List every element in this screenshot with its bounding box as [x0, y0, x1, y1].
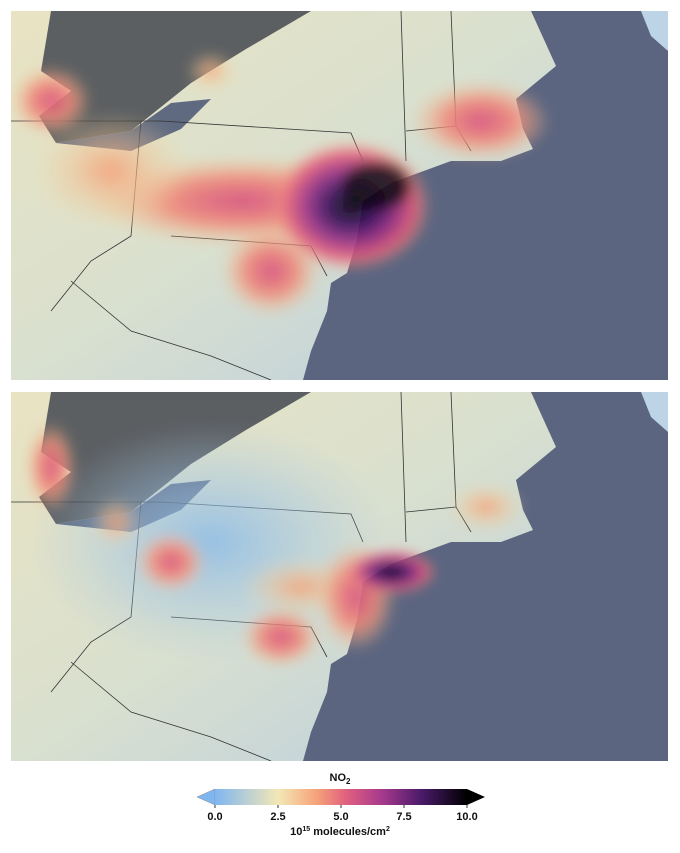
tick-label: 0.0	[207, 811, 222, 823]
unit-base: 10	[290, 826, 302, 838]
tick-label: 10.0	[456, 811, 477, 823]
map-after	[11, 392, 668, 761]
unit-text: molecules/cm	[313, 826, 386, 838]
unit-exponent: 15	[302, 826, 310, 833]
colorbar-title: NO2	[330, 772, 352, 786]
tick-label: 5.0	[333, 811, 348, 823]
title-text: NO	[330, 772, 347, 784]
colorbar-low-arrow	[196, 788, 216, 806]
title-subscript: 2	[346, 777, 351, 786]
map-before	[11, 11, 668, 380]
unit-exponent: 2	[386, 826, 390, 833]
colorbar-unit: 1015 molecules/cm2	[290, 826, 390, 838]
tick-label: 7.5	[396, 811, 411, 823]
tick-label: 2.5	[270, 811, 285, 823]
colorbar-gradient	[215, 789, 467, 805]
colorbar-high-arrow	[467, 789, 485, 805]
colorbar: NO2 1015 molecules/cm2 0.0 2.5 5.0 7.5 10.0	[196, 772, 485, 838]
